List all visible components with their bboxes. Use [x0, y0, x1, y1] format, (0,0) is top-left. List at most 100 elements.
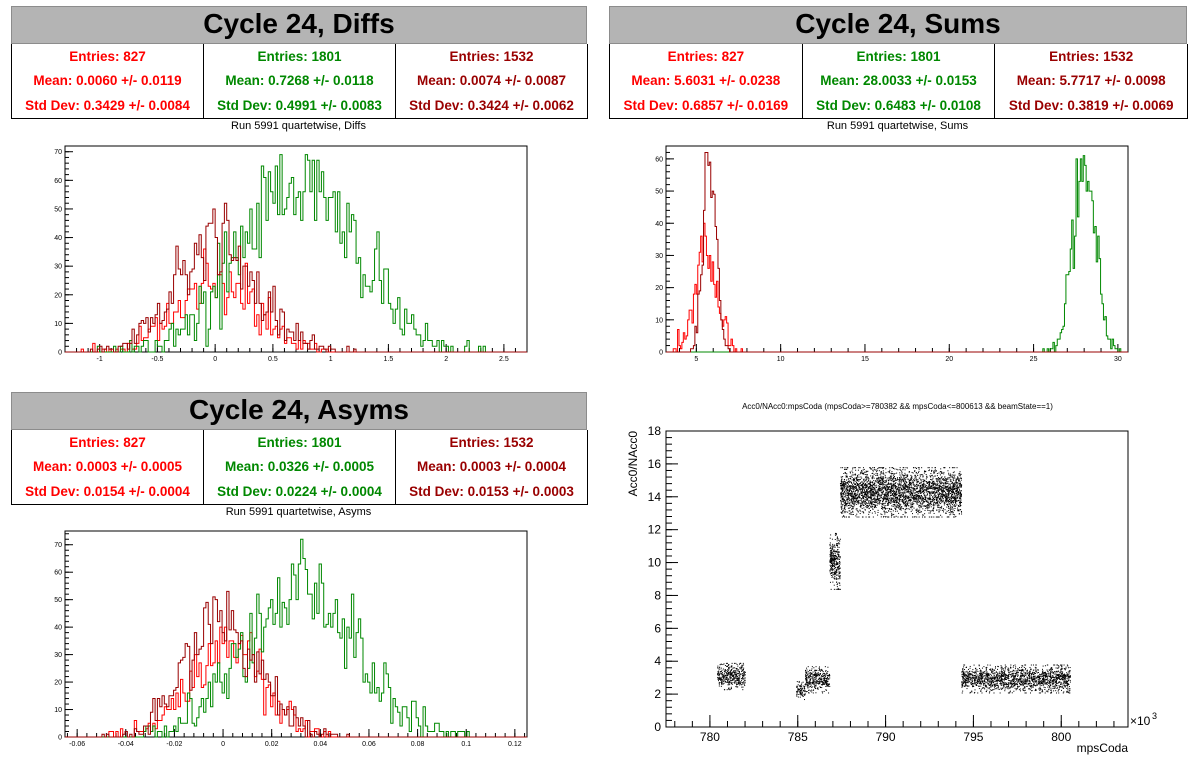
scatter-point: [844, 509, 846, 511]
scatter-point: [924, 495, 926, 497]
asyms-title: Cycle 24, Asyms: [11, 392, 587, 430]
scatter-point: [895, 482, 897, 484]
scatter-point: [946, 493, 948, 495]
scatter-point: [941, 501, 943, 503]
scatter-point: [892, 493, 894, 495]
scatter-point: [877, 485, 879, 487]
scatter-point: [881, 496, 883, 498]
scatter-point: [910, 499, 912, 501]
scatter-point: [721, 680, 723, 682]
x-tick-label: 1: [329, 356, 333, 363]
scatter-point: [863, 504, 865, 506]
scatter-point: [909, 481, 911, 483]
scatter-point: [898, 484, 900, 486]
scatter-point: [949, 492, 951, 494]
scatter-point: [838, 565, 840, 567]
scatter-point: [894, 500, 896, 502]
scatter-point: [951, 467, 953, 469]
scatter-point: [815, 692, 817, 694]
scatter-point: [907, 495, 909, 497]
scatter-point: [916, 492, 918, 494]
scatter-point: [865, 483, 867, 485]
scatter-point: [948, 494, 950, 496]
scatter-point: [886, 495, 888, 497]
stat-std: Std Dev: 0.0154 +/- 0.0004: [25, 484, 190, 500]
scatter-point: [878, 488, 880, 490]
scatter-point: [890, 484, 892, 486]
scatter-point: [743, 672, 745, 674]
scatter-point: [829, 545, 831, 547]
scatter-point: [893, 513, 895, 515]
scatter-point: [899, 488, 901, 490]
scatter-point: [855, 483, 857, 485]
scatter-point: [935, 516, 937, 518]
scatter-point: [908, 486, 910, 488]
stat-mean: Mean: 0.7268 +/- 0.0118: [225, 73, 374, 89]
scatter-point: [852, 487, 854, 489]
scatter-point: [877, 491, 879, 493]
scatter-point: [955, 487, 957, 489]
scatter-point: [824, 679, 826, 681]
scatter-point: [902, 497, 904, 499]
scatter-point: [947, 500, 949, 502]
scatter-point: [878, 486, 880, 488]
scatter-point: [851, 498, 853, 500]
scatter-point: [851, 502, 853, 504]
scatter-point: [727, 667, 729, 669]
scatter-point: [799, 685, 801, 687]
scatter-point: [933, 486, 935, 488]
scatter-point: [894, 473, 896, 475]
scatter-point: [902, 501, 904, 503]
scatter-point: [866, 481, 868, 483]
scatter-point: [812, 680, 814, 682]
scatter-point: [889, 472, 891, 474]
scatter-point: [940, 483, 942, 485]
scatter-point: [942, 492, 944, 494]
scatter-point: [858, 500, 860, 502]
scatter-point: [946, 495, 948, 497]
scatter-point: [960, 477, 962, 479]
scatter-point: [721, 682, 723, 684]
scatter-point: [949, 486, 951, 488]
scatter-point: [934, 475, 936, 477]
scatter-point: [940, 477, 942, 479]
scatter-point: [850, 502, 852, 504]
scatter-point: [739, 673, 741, 675]
scatter-point: [888, 476, 890, 478]
scatter-point: [734, 671, 736, 673]
scatter-point: [728, 684, 730, 686]
y-tick-label: 18: [648, 424, 662, 438]
scatter-point: [855, 487, 857, 489]
scatter-point: [838, 571, 840, 573]
scatter-point: [916, 498, 918, 500]
scatter-point: [885, 511, 887, 513]
scatter-point: [836, 544, 838, 546]
scatter-point: [845, 488, 847, 490]
scatter-point: [843, 492, 845, 494]
scatter-point: [1034, 678, 1036, 680]
scatter-point: [888, 503, 890, 505]
scatter-point: [727, 670, 729, 672]
scatter-point: [858, 494, 860, 496]
scatter-point: [819, 673, 821, 675]
scatter-point: [843, 488, 845, 490]
scatter-point: [862, 497, 864, 499]
scatter-point: [900, 484, 902, 486]
scatter-point: [895, 486, 897, 488]
x-tick-label: 25: [1030, 356, 1038, 363]
scatter-point: [936, 502, 938, 504]
scatter-point: [874, 497, 876, 499]
scatter-point: [838, 542, 840, 544]
scatter-point: [720, 678, 722, 680]
scatter-point: [883, 484, 885, 486]
scatter-point: [926, 487, 928, 489]
scatter-point: [955, 501, 957, 503]
x-tick-label: -1: [97, 356, 103, 363]
scatter-point: [848, 494, 850, 496]
scatter-point: [942, 485, 944, 487]
scatter-point: [913, 499, 915, 501]
scatter-point: [832, 558, 834, 560]
scatter-point: [856, 497, 858, 499]
scatter-point: [895, 505, 897, 507]
scatter-point: [871, 494, 873, 496]
